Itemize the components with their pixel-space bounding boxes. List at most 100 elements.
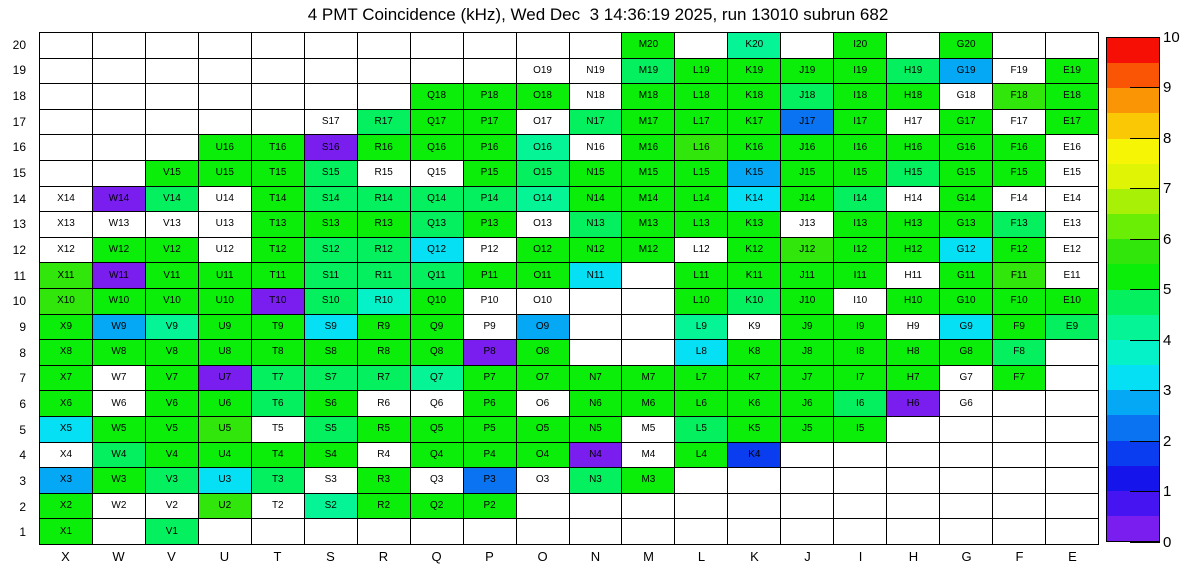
- heatmap-cell: [569, 519, 623, 545]
- heatmap-cell: P3: [463, 468, 517, 494]
- heatmap-cell: E19: [1046, 58, 1099, 85]
- y-tick-label: 6: [19, 397, 26, 412]
- heatmap-cell: S7: [304, 365, 358, 392]
- heatmap-cell: U7: [198, 365, 252, 392]
- heatmap-cell: I16: [834, 135, 888, 161]
- heatmap-cell: T4: [251, 442, 305, 469]
- heatmap-cell: X8: [40, 340, 93, 366]
- colorbar-tick: [1130, 440, 1160, 442]
- heatmap-cell: P10: [463, 289, 517, 315]
- heatmap-cell: [675, 468, 729, 494]
- heatmap-cell: O12: [516, 237, 570, 264]
- heatmap-cell: E11: [1046, 263, 1099, 289]
- heatmap-cell: S8: [304, 340, 358, 366]
- heatmap-cell: [569, 493, 623, 520]
- heatmap-cell: P13: [463, 212, 517, 238]
- heatmap-cell: [834, 519, 888, 545]
- colorbar-tick-label: 8: [1163, 129, 1172, 147]
- colorbar-tick: [1130, 289, 1160, 290]
- heatmap-cell: [1046, 365, 1099, 392]
- heatmap-cell: P11: [463, 263, 517, 289]
- heatmap-cell: I18: [834, 84, 888, 110]
- heatmap-cell: K20: [728, 33, 782, 59]
- heatmap-cell: [622, 493, 676, 520]
- heatmap-cell: G16: [940, 135, 994, 161]
- x-tick-label: L: [697, 549, 706, 564]
- heatmap-cell: P4: [463, 442, 517, 469]
- heatmap-cell: T7: [251, 365, 305, 392]
- heatmap-cell: [622, 289, 676, 315]
- heatmap-cell: K18: [728, 84, 782, 110]
- heatmap-cell: W7: [92, 365, 146, 392]
- heatmap-cell: S10: [304, 289, 358, 315]
- colorbar-tick-label: 10: [1163, 28, 1180, 46]
- colorbar-tick-label: 4: [1163, 331, 1172, 349]
- heatmap-cell: O17: [516, 109, 570, 136]
- heatmap-cell: [145, 33, 199, 59]
- heatmap-cell: R9: [357, 314, 411, 341]
- heatmap-cell: X9: [40, 314, 93, 341]
- heatmap-cell: O4: [516, 442, 570, 469]
- heatmap-cell: R8: [357, 340, 411, 366]
- heatmap-cell: H15: [887, 161, 941, 187]
- heatmap-cell: S12: [304, 237, 358, 264]
- heatmap-cell: [622, 263, 676, 289]
- y-tick-label: 19: [12, 63, 26, 78]
- heatmap-cell: [993, 493, 1047, 520]
- heatmap-cell: L16: [675, 135, 729, 161]
- heatmap-cell: K9: [728, 314, 782, 341]
- heatmap-cell: K4: [728, 442, 782, 469]
- heatmap-cell: [40, 84, 93, 110]
- heatmap-cell: X11: [40, 263, 93, 289]
- heatmap-cell: K6: [728, 391, 782, 417]
- heatmap-cell: H9: [887, 314, 941, 341]
- heatmap-cell: Q11: [410, 263, 464, 289]
- heatmap-cell: W10: [92, 289, 146, 315]
- heatmap-cell: O19: [516, 58, 570, 85]
- x-tick-label: G: [961, 549, 972, 564]
- heatmap-cell: [675, 493, 729, 520]
- heatmap-cell: O10: [516, 289, 570, 315]
- heatmap-cell: G14: [940, 186, 994, 213]
- heatmap-cell: E15: [1046, 161, 1099, 187]
- heatmap-cell: J11: [781, 263, 835, 289]
- heatmap-cell: J6: [781, 391, 835, 417]
- heatmap-cell: J5: [781, 417, 835, 443]
- heatmap-cell: L12: [675, 237, 729, 264]
- heatmap-cell: G13: [940, 212, 994, 238]
- heatmap-cell: X7: [40, 365, 93, 392]
- heatmap-cell: T13: [251, 212, 305, 238]
- heatmap-cell: O18: [516, 84, 570, 110]
- heatmap-cell: U15: [198, 161, 252, 187]
- y-tick-label: 11: [13, 268, 26, 283]
- heatmap-cell: [516, 33, 570, 59]
- chart-title: 4 PMT Coincidence (kHz), Wed Dec 3 14:36…: [307, 5, 889, 24]
- heatmap-cell: [40, 161, 93, 187]
- heatmap-cell: I17: [834, 109, 888, 136]
- heatmap-cell: [993, 417, 1047, 443]
- heatmap-cell: I10: [834, 289, 888, 315]
- y-tick-label: 14: [12, 191, 26, 206]
- colorbar-tick-label: 6: [1163, 230, 1172, 248]
- colorbar-band: [1107, 214, 1159, 240]
- heatmap-cell: O11: [516, 263, 570, 289]
- heatmap-cell: I20: [834, 33, 888, 59]
- heatmap-cell: [92, 519, 146, 545]
- heatmap-cell: S13: [304, 212, 358, 238]
- heatmap-cell: [622, 519, 676, 545]
- heatmap-cell: W14: [92, 186, 146, 213]
- heatmap-cell: L5: [675, 417, 729, 443]
- heatmap-cell: [728, 519, 782, 545]
- heatmap-cell: N19: [569, 58, 623, 85]
- heatmap-cell: Q5: [410, 417, 464, 443]
- heatmap-cell: F8: [993, 340, 1047, 366]
- heatmap-cell: [463, 519, 517, 545]
- heatmap-cell: V13: [145, 212, 199, 238]
- heatmap-cell: [993, 391, 1047, 417]
- heatmap-cell: [1046, 493, 1099, 520]
- heatmap-cell: I11: [834, 263, 888, 289]
- heatmap-cell: [304, 84, 358, 110]
- heatmap-cell: U5: [198, 417, 252, 443]
- heatmap-cell: R15: [357, 161, 411, 187]
- colorbar-tick: [1130, 238, 1160, 240]
